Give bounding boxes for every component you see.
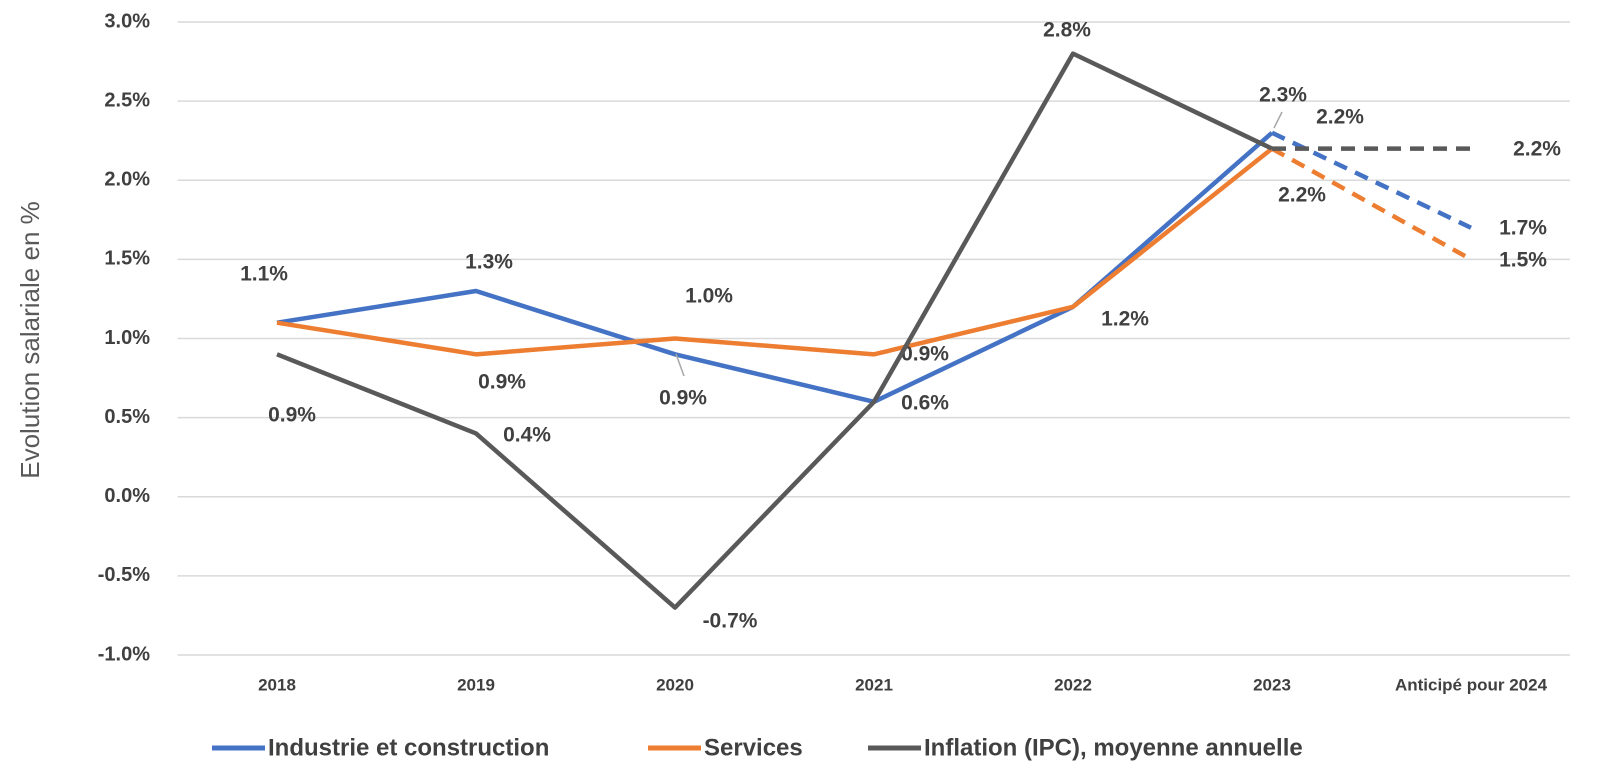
- data-label: 2.2%: [1316, 106, 1364, 129]
- series-line: [276, 51, 1273, 610]
- data-label: -0.7%: [703, 610, 758, 633]
- y-axis-title: Evolution salariale en %: [15, 201, 45, 479]
- data-label: 2.2%: [1513, 138, 1561, 161]
- data-label: 1.3%: [465, 251, 513, 274]
- data-label: 0.9%: [478, 371, 526, 394]
- series-line-forecast: [1270, 146, 1473, 262]
- legend-label: Services: [704, 734, 803, 761]
- y-tick-label: -0.5%: [98, 564, 150, 586]
- data-label: 1.1%: [240, 263, 288, 286]
- data-label: 1.7%: [1499, 217, 1547, 240]
- y-tick-label: 2.0%: [104, 169, 150, 191]
- x-tick-label: 2022: [1054, 675, 1092, 694]
- y-tick-label: 3.0%: [104, 10, 150, 32]
- data-label: 2.3%: [1259, 84, 1307, 107]
- x-tick-label: 2018: [258, 675, 296, 694]
- legend-label: Industrie et construction: [268, 734, 549, 761]
- x-tick-label: 2023: [1253, 675, 1291, 694]
- data-label: 1.5%: [1499, 249, 1547, 272]
- y-tick-label: 0.0%: [104, 485, 150, 507]
- y-tick-label: -1.0%: [98, 643, 150, 665]
- data-label: 2.8%: [1043, 19, 1091, 42]
- x-tick-label: 2021: [855, 675, 893, 694]
- y-tick-label: 1.0%: [104, 327, 150, 349]
- x-tick-label: 2020: [656, 675, 694, 694]
- series-line: [276, 146, 1274, 357]
- data-label: 0.9%: [659, 387, 707, 410]
- legend-label: Inflation (IPC), moyenne annuelle: [924, 734, 1303, 761]
- data-label: 2.2%: [1278, 184, 1326, 207]
- leader-line: [1273, 111, 1283, 129]
- data-label: 0.9%: [268, 404, 316, 427]
- data-label: 1.2%: [1101, 308, 1149, 331]
- data-label: 0.4%: [503, 424, 551, 447]
- leader-line: [675, 353, 685, 377]
- data-label: 1.0%: [685, 285, 733, 308]
- data-label: 0.9%: [901, 343, 949, 366]
- y-tick-label: 0.5%: [104, 406, 150, 428]
- data-label: 0.6%: [901, 392, 949, 415]
- x-tick-label: Anticipé pour 2024: [1395, 675, 1548, 694]
- x-tick-label: 2019: [457, 675, 495, 694]
- y-tick-label: 1.5%: [104, 248, 150, 270]
- y-tick-label: 2.5%: [104, 89, 150, 111]
